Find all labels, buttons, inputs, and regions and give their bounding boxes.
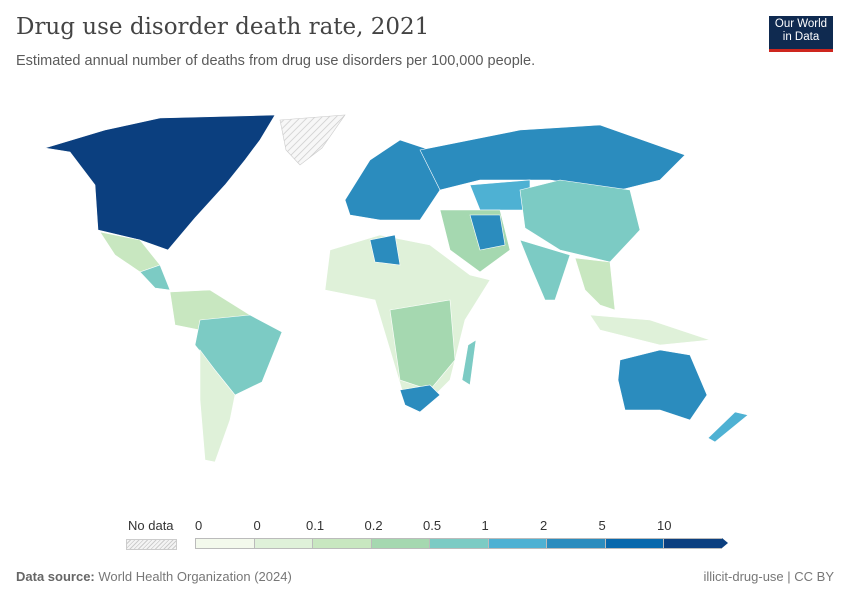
legend-tick-label: 5	[598, 518, 606, 533]
country-south-africa[interactable]	[399, 384, 441, 413]
chart-subtitle: Estimated annual number of deaths from d…	[16, 53, 536, 69]
country-madagascar[interactable]	[461, 339, 477, 386]
country-china[interactable]	[519, 179, 641, 263]
country-indonesia[interactable]	[589, 314, 711, 346]
country-central-america[interactable]	[139, 264, 171, 291]
country-iran[interactable]	[469, 214, 506, 251]
legend-bin[interactable]	[370, 538, 429, 549]
legend-bin[interactable]	[487, 538, 546, 549]
country-central-africa[interactable]	[389, 299, 456, 391]
country-greenland[interactable]	[279, 114, 346, 166]
legend-tick-label: 0.2	[364, 518, 383, 533]
country-india[interactable]	[519, 239, 571, 301]
country-new-zealand[interactable]	[707, 411, 749, 443]
legend-no-data-label: No data	[128, 518, 174, 533]
legend-bin[interactable]	[253, 538, 312, 549]
country-libya[interactable]	[369, 234, 401, 266]
country-southeast-asia[interactable]	[574, 257, 616, 311]
country-north-america[interactable]	[44, 114, 276, 251]
legend-overflow-arrow	[721, 538, 728, 548]
legend-bin[interactable]	[429, 538, 488, 549]
country-australia[interactable]	[617, 349, 708, 421]
owid-logo[interactable]: Our World in Data	[769, 16, 833, 52]
legend-tick-label: 1	[481, 518, 489, 533]
legend-tick-label: 0	[195, 518, 203, 533]
legend-tick-label: 10	[657, 518, 672, 533]
chart-title: Drug use disorder death rate, 2021	[16, 14, 430, 40]
country-brazil[interactable]	[194, 314, 283, 396]
legend-tick-label: 0.1	[306, 518, 325, 533]
source-label: Data source:	[16, 569, 95, 584]
legend-no-data-swatch	[126, 539, 177, 550]
legend-bin[interactable]	[663, 538, 722, 549]
data-source: Data source: World Health Organization (…	[16, 569, 292, 584]
legend-tick-label: 2	[540, 518, 548, 533]
legend-bin[interactable]	[546, 538, 605, 549]
chart-slug-license[interactable]: illicit-drug-use | CC BY	[703, 569, 834, 584]
legend-bin[interactable]	[312, 538, 371, 549]
country-south-america-south[interactable]	[199, 349, 236, 463]
legend-bin[interactable]	[604, 538, 663, 549]
legend-tick-label: 0.5	[423, 518, 442, 533]
legend-bin[interactable]	[195, 538, 254, 549]
country-russia[interactable]	[419, 124, 686, 191]
source-text: World Health Organization (2024)	[98, 569, 292, 584]
legend-tick-label: 0	[253, 518, 261, 533]
